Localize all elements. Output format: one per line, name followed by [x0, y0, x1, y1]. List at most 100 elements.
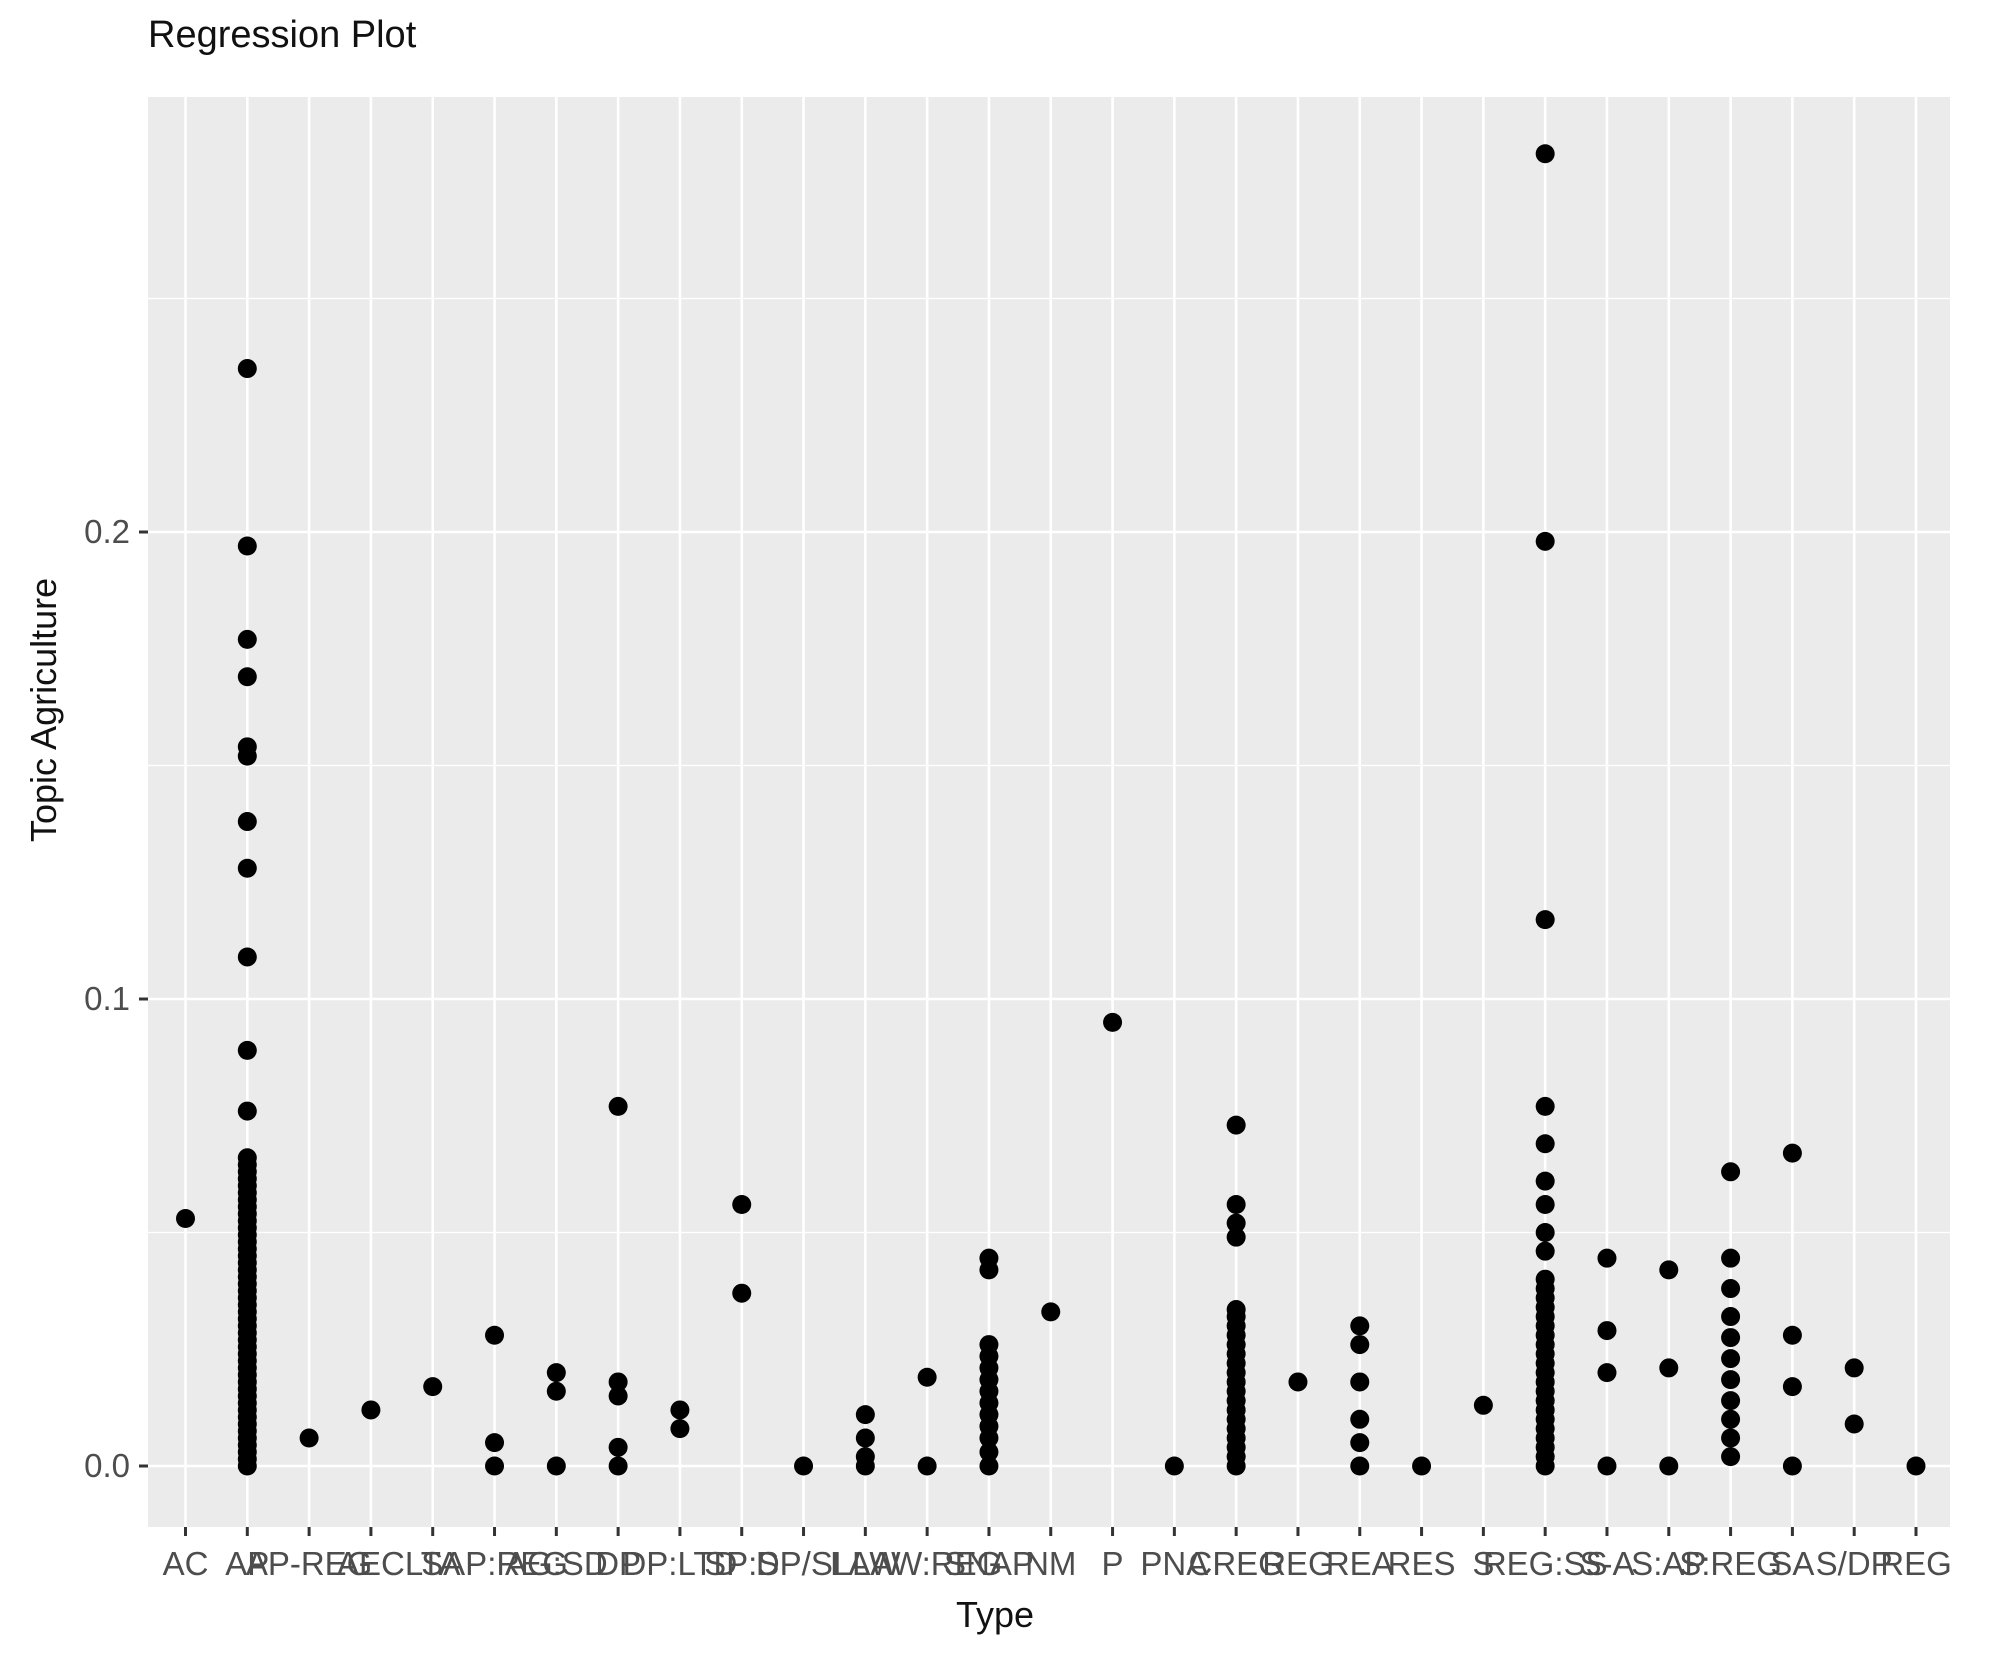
data-point	[485, 1456, 505, 1476]
data-point	[1721, 1349, 1741, 1369]
x-tick-label: AEC	[336, 1545, 405, 1582]
x-tick-label: AG:SD	[504, 1545, 608, 1582]
data-point	[1226, 1227, 1246, 1247]
data-point	[1350, 1316, 1370, 1336]
data-point	[1535, 1269, 1555, 1289]
data-point	[237, 746, 257, 766]
data-point	[1782, 1456, 1802, 1476]
data-point	[423, 1377, 443, 1397]
data-point	[1226, 1115, 1246, 1135]
data-point	[855, 1405, 875, 1425]
data-point	[237, 536, 257, 556]
data-point	[176, 1208, 195, 1228]
x-tick-label: SA	[1770, 1545, 1815, 1582]
x-tick-label: DP	[595, 1545, 642, 1582]
data-point	[1721, 1279, 1741, 1299]
data-point	[237, 629, 257, 649]
data-point	[670, 1400, 690, 1420]
data-point	[1350, 1433, 1370, 1453]
data-point	[979, 1260, 999, 1280]
data-point	[1535, 1134, 1555, 1154]
data-point	[1782, 1325, 1802, 1345]
data-point	[361, 1400, 381, 1420]
data-point	[1535, 1171, 1555, 1191]
data-point	[485, 1325, 505, 1345]
data-point	[546, 1381, 566, 1401]
data-point	[1226, 1213, 1246, 1233]
data-point	[979, 1442, 999, 1462]
data-point	[1721, 1162, 1741, 1182]
data-point	[485, 1433, 505, 1453]
data-point	[1412, 1456, 1432, 1476]
y-tick-label: 0.2	[84, 513, 130, 550]
data-point	[1288, 1372, 1308, 1392]
x-tick-label: AP-REG	[245, 1545, 373, 1582]
data-point	[299, 1428, 319, 1448]
x-tick-label: DP/SL	[755, 1545, 852, 1582]
plot-panel	[148, 97, 1950, 1527]
data-point	[1350, 1456, 1370, 1476]
y-tick-label: 0.1	[84, 980, 130, 1017]
data-point	[1103, 1012, 1123, 1032]
data-point	[1721, 1307, 1741, 1327]
data-point	[1659, 1260, 1679, 1280]
y-tick-label: 0.0	[84, 1447, 130, 1484]
data-point	[237, 858, 257, 878]
data-point	[237, 1101, 257, 1121]
data-point	[237, 667, 257, 687]
x-tick-label: CREG	[1188, 1545, 1284, 1582]
x-tick-label: AC	[162, 1545, 209, 1582]
x-tick-label: S	[1472, 1545, 1495, 1582]
x-tick-label: PNA	[1140, 1545, 1209, 1582]
data-point	[1597, 1456, 1617, 1476]
x-tick-label: AP	[225, 1545, 270, 1582]
data-point	[1597, 1363, 1617, 1383]
data-point	[917, 1456, 937, 1476]
data-point	[1659, 1358, 1679, 1378]
data-point	[1473, 1395, 1493, 1415]
data-point	[1164, 1456, 1184, 1476]
x-tick-label: REG	[1880, 1545, 1952, 1582]
data-point	[670, 1419, 690, 1439]
x-tick-label: S:AP	[1631, 1545, 1707, 1582]
data-point	[1535, 1194, 1555, 1214]
data-point	[608, 1456, 628, 1476]
data-point	[1535, 910, 1555, 930]
data-point	[1535, 1241, 1555, 1261]
data-point	[1350, 1372, 1370, 1392]
y-axis-title: Topic Agriculture	[23, 577, 64, 842]
x-tick-label: S/DP	[1815, 1545, 1893, 1582]
data-point	[1844, 1414, 1864, 1434]
data-point	[979, 1456, 999, 1476]
data-point	[1721, 1248, 1741, 1268]
plot-title: Regression Plot	[148, 14, 417, 56]
data-point	[1226, 1300, 1246, 1320]
x-tick-label: REG:SS	[1482, 1545, 1608, 1582]
x-tick-label: S:REG	[1679, 1545, 1782, 1582]
data-point	[1041, 1302, 1061, 1322]
data-point	[608, 1437, 628, 1457]
x-tick-label: REG	[1262, 1545, 1334, 1582]
data-point	[1535, 1096, 1555, 1116]
data-point	[1721, 1428, 1741, 1448]
data-point	[917, 1367, 937, 1387]
data-point	[1721, 1391, 1741, 1411]
data-point	[608, 1386, 628, 1406]
x-tick-label: REA	[1325, 1545, 1394, 1582]
data-point	[1597, 1321, 1617, 1341]
data-point	[1226, 1194, 1246, 1214]
data-point	[608, 1096, 628, 1116]
data-point	[237, 812, 257, 832]
x-tick-label: NM	[1025, 1545, 1077, 1582]
data-point	[546, 1363, 566, 1383]
x-tick-label: RES	[1387, 1545, 1456, 1582]
data-point	[237, 359, 257, 379]
data-point	[1535, 1223, 1555, 1242]
x-tick-label: LTA	[404, 1545, 461, 1582]
data-point	[1597, 1248, 1617, 1268]
data-point	[1721, 1370, 1741, 1390]
data-point	[1721, 1447, 1741, 1467]
data-point	[237, 947, 257, 967]
data-point	[1350, 1409, 1370, 1429]
